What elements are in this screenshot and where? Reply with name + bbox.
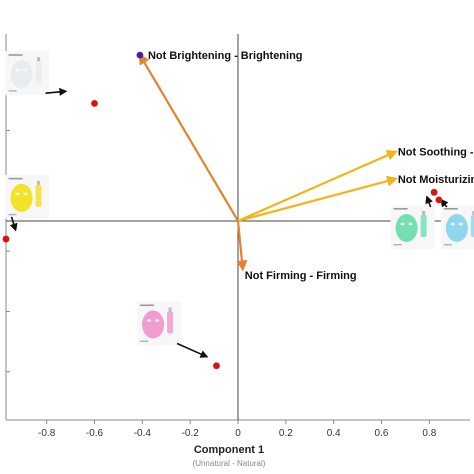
x-tick-label: -0.6 [86,428,104,439]
x-axis-title: Component 1 [194,444,264,456]
product-caption-line [393,208,408,210]
mask-eye-hole [408,222,413,226]
mask-eye-hole [146,319,152,322]
mask-eye-hole [23,192,28,196]
mask-eye-hole [23,68,28,72]
bottle-cap [37,57,41,62]
product-bottle [35,61,42,84]
face-mask-shape [395,214,418,242]
bottle-cap [472,211,474,215]
pointer-arrow [425,195,433,208]
data-point [213,362,220,370]
face-mask-shape [10,183,33,212]
product-bottle [167,311,174,334]
x-tick-label: -0.4 [134,428,152,439]
product-bottle [470,215,474,237]
product-caption-line [393,244,402,246]
x-tick-label: 0 [235,428,241,439]
loading-vector [237,150,398,222]
x-tick-label: -0.2 [182,428,200,439]
product-bottle [420,215,427,237]
product-caption-line [8,177,23,180]
bottle-cap [168,307,172,312]
data-point [430,188,438,196]
x-tick-label: -0.8 [38,428,56,439]
vector-label: Not Firming - Firming [245,270,357,282]
x-tick-label: 0.6 [375,428,389,439]
x-axis-subtitle: (Unnatural - Natural) [193,459,266,468]
mask-eye-hole [15,192,20,196]
pointer-arrow [440,198,449,208]
face-mask-shape [142,310,165,339]
data-point [136,51,144,59]
pointer-arrow [9,216,18,232]
x-tick-label: 0.8 [422,428,436,439]
mask-white-image [5,51,50,96]
product-caption-line [140,340,149,342]
face-mask-shape [10,60,33,89]
product-caption-line [140,304,155,307]
mask-eye-hole [154,319,160,322]
vector-label: Not Soothing - So [398,147,474,159]
vector-label: Not Brightening - Brightening [148,50,303,62]
product-caption-line [443,208,458,210]
x-tick-label: 0.2 [279,428,293,439]
mask-pink-image [137,301,182,346]
x-tick-label: 0.4 [327,428,341,439]
product-caption-line [8,213,17,216]
mask-eye-hole [450,222,456,226]
data-point [2,235,10,243]
product-caption-line [8,90,17,92]
bottle-cap [422,211,426,215]
face-mask-shape [445,214,468,242]
data-point [435,196,443,204]
mask-eye-hole [400,222,405,226]
pointer-arrow [176,342,209,358]
vector-label: Not Moisturizing - [398,174,474,186]
mask-green-image [390,205,435,249]
loading-vector [236,220,248,272]
mask-eye-hole [15,68,20,72]
product-caption-line [443,244,452,246]
data-point [91,99,98,107]
mask-eye-hole [458,222,464,226]
product-caption-line [8,54,23,56]
bottle-cap [37,180,41,185]
loading-vector [138,53,239,222]
mask-yellow-image [5,174,50,219]
product-bottle [35,184,42,207]
pointer-arrow [45,87,68,96]
mask-blue-image [440,205,474,249]
loading-vector [237,175,398,223]
